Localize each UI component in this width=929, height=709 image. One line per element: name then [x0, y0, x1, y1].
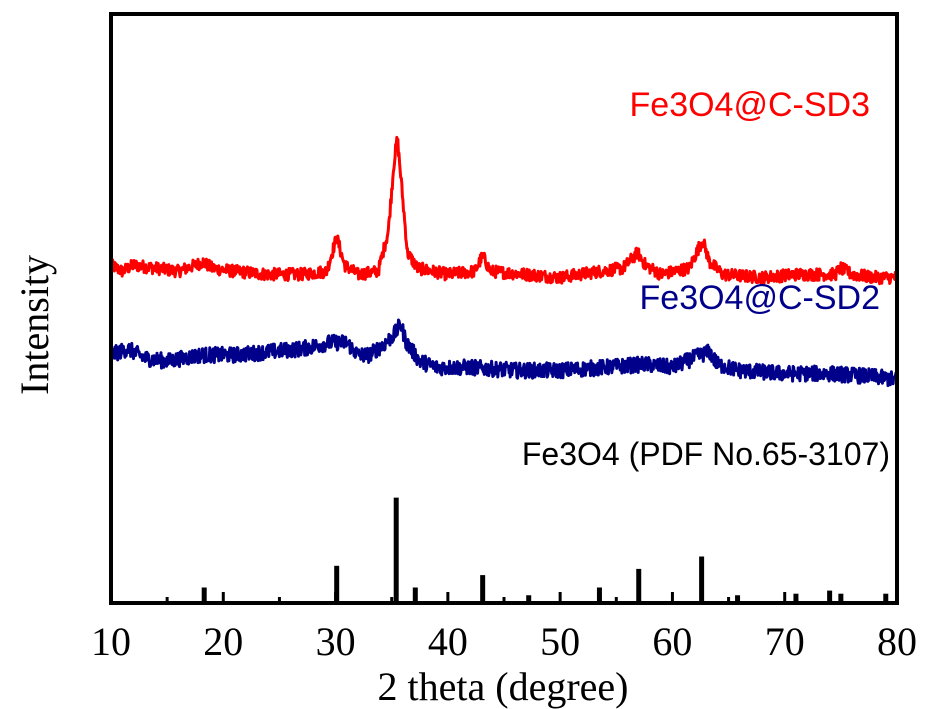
- x-tick-label: 70: [765, 619, 805, 664]
- x-tick-label: 40: [428, 619, 468, 664]
- x-tick-label: 80: [877, 619, 917, 664]
- series-line-2: [109, 318, 899, 388]
- series-label-sd3: Fe3O4@C-SD3: [630, 86, 870, 124]
- series-line-1: [109, 135, 898, 286]
- x-tick-label: 10: [91, 619, 131, 664]
- series-label-sd2: Fe3O4@C-SD2: [640, 279, 880, 317]
- y-axis-label: Intensity: [12, 255, 57, 395]
- x-tick-label: 50: [540, 619, 580, 664]
- reference-label: Fe3O4 (PDF No.65-3107): [522, 436, 890, 472]
- x-axis-label: 2 theta (degree): [378, 664, 629, 709]
- x-tick-label: 20: [203, 619, 243, 664]
- x-axis-ticks: 10 20 30 40 50 60 70 80: [91, 592, 917, 664]
- x-tick-label: 60: [652, 619, 692, 664]
- x-tick-label: 30: [316, 619, 356, 664]
- plot-area: Fe3O4@C-SD3 Fe3O4@C-SD2 Fe3O4 (PDF No.65-3…: [109, 86, 899, 603]
